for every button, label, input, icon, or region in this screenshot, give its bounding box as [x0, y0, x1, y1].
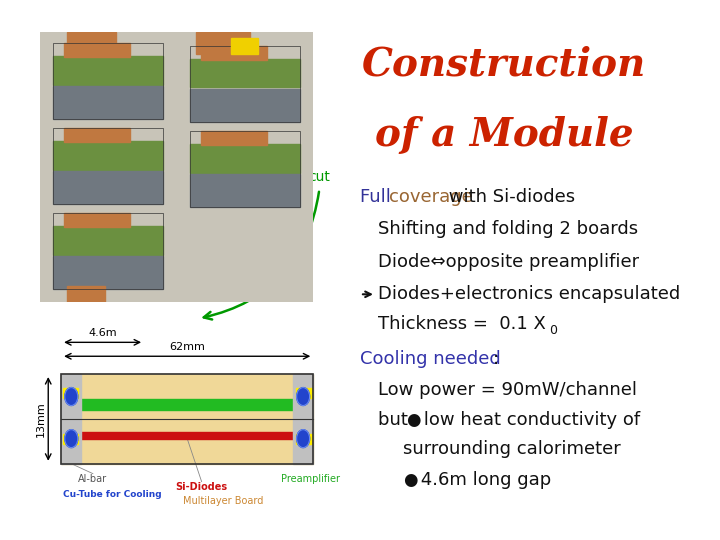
Text: 4.6m long gap: 4.6m long gap — [415, 470, 551, 489]
Text: Si-Diodes: Si-Diodes — [176, 482, 228, 491]
Circle shape — [297, 388, 310, 406]
Bar — [190, 144, 300, 172]
Circle shape — [65, 430, 78, 448]
Bar — [61, 374, 81, 464]
Text: low heat conductivity of: low heat conductivity of — [418, 411, 640, 429]
Bar — [196, 32, 251, 54]
Text: of a Module: of a Module — [374, 116, 634, 154]
Text: Construction: Construction — [362, 46, 646, 84]
Text: Low power = 90mW/channel: Low power = 90mW/channel — [378, 381, 637, 399]
Text: ●: ● — [406, 411, 420, 429]
Bar — [53, 43, 163, 119]
Text: Cu-Tube for Cooling: Cu-Tube for Cooling — [63, 490, 161, 498]
Bar — [61, 374, 313, 464]
Bar — [63, 388, 78, 399]
Bar — [67, 32, 116, 54]
Bar — [53, 226, 163, 255]
Text: Al-bar: Al-bar — [78, 474, 107, 484]
Bar — [296, 434, 312, 444]
Bar — [53, 86, 163, 119]
Bar — [53, 256, 163, 289]
Bar — [201, 131, 266, 145]
Text: Diodes+electronics encapsulated: Diodes+electronics encapsulated — [378, 285, 680, 303]
Text: 0: 0 — [549, 324, 557, 337]
Text: Preamplifier: Preamplifier — [281, 474, 340, 484]
Bar — [53, 141, 163, 170]
Bar — [293, 374, 313, 464]
Bar — [190, 89, 300, 122]
Bar — [63, 399, 312, 410]
Bar — [296, 388, 312, 399]
Bar — [190, 59, 300, 87]
Text: Cooling needed: Cooling needed — [360, 350, 500, 368]
Bar — [63, 433, 312, 438]
Text: coverage: coverage — [389, 188, 472, 206]
Text: surrounding calorimeter: surrounding calorimeter — [403, 440, 621, 458]
Bar — [190, 174, 300, 206]
Text: ●: ● — [403, 470, 418, 489]
Text: cut: cut — [309, 170, 330, 184]
Circle shape — [297, 430, 310, 448]
Text: 4.6m: 4.6m — [89, 328, 117, 339]
Bar — [190, 131, 300, 206]
Bar — [64, 128, 130, 142]
Bar — [53, 213, 163, 289]
Bar — [64, 213, 130, 227]
Circle shape — [65, 388, 78, 406]
Text: with Si-diodes: with Si-diodes — [443, 188, 575, 206]
Bar — [53, 56, 163, 85]
Text: Diode⇔opposite preamplifier: Diode⇔opposite preamplifier — [378, 253, 639, 271]
FancyArrowPatch shape — [204, 192, 319, 320]
Text: Full: Full — [360, 188, 397, 206]
Bar — [64, 43, 130, 57]
Bar — [53, 171, 163, 204]
Text: but: but — [378, 411, 413, 429]
Text: :: : — [493, 350, 500, 368]
Bar — [67, 286, 105, 302]
Text: 13mm: 13mm — [36, 401, 46, 437]
Bar — [231, 38, 258, 54]
Text: Thickness =  0.1 X: Thickness = 0.1 X — [378, 315, 546, 333]
Bar — [53, 128, 163, 204]
Bar — [61, 374, 313, 464]
Bar — [63, 434, 78, 444]
Bar — [201, 46, 266, 59]
Bar — [190, 46, 300, 122]
Text: Multilayer Board: Multilayer Board — [183, 496, 264, 505]
Text: 62mm: 62mm — [169, 342, 205, 352]
Text: Shifting and folding 2 boards: Shifting and folding 2 boards — [378, 220, 638, 239]
